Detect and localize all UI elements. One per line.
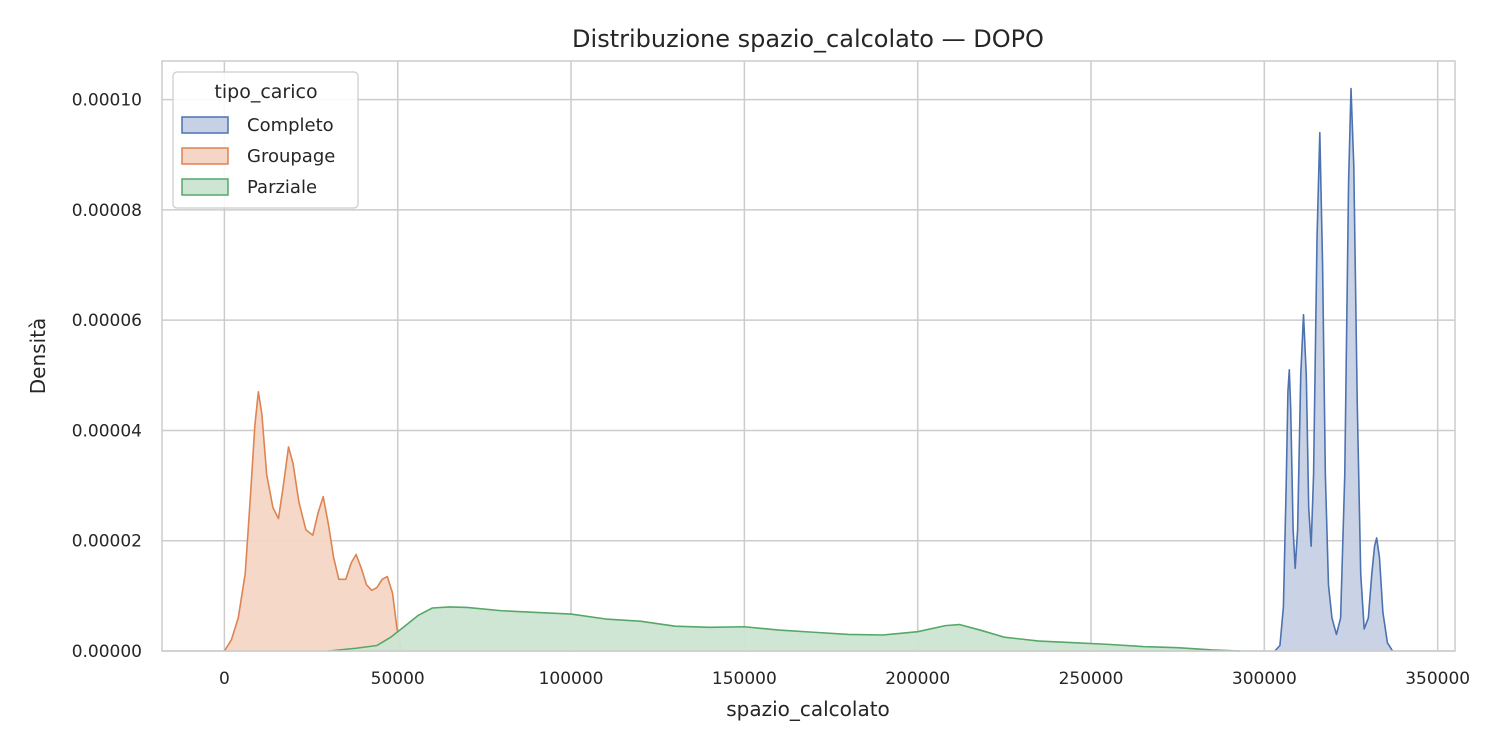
series-line-groupage [223,391,403,652]
legend-box [172,71,359,209]
x-tick-label: 50000 [371,669,425,689]
legend-title: tipo_carico [214,81,317,103]
legend-swatch-completo [181,116,229,134]
legend-swatch-groupage [181,147,229,165]
x-tick-label: 200000 [885,669,950,689]
series-area-parziale [328,606,1241,651]
y-tick-label: 0.00008 [72,201,142,221]
series-layer [223,87,1394,652]
y-tick-label: 0.00000 [72,642,142,662]
legend-label-groupage: Groupage [247,146,335,167]
x-tick-label: 300000 [1232,669,1297,689]
chart-title: Distribuzione spazio_calcolato — DOPO [572,25,1044,53]
x-tick-label: 0 [219,669,230,689]
legend-label-parziale: Parziale [247,177,317,198]
series-line-completo [1274,87,1394,652]
legend: tipo_carico Completo Groupage Parziale [172,71,359,209]
x-tick-label: 150000 [712,669,777,689]
series-line-parziale [328,606,1241,652]
x-axis-label: spazio_calcolato [726,697,890,721]
y-tick-label: 0.00004 [72,421,142,441]
y-tick-label: 0.00002 [72,532,142,552]
legend-label-completo: Completo [247,115,334,136]
x-axis-ticks: 0 50000 100000 150000 200000 250000 300000 3500… [219,669,1470,689]
grid [162,61,1455,652]
series-area-completo [1274,88,1393,651]
y-axis-ticks: 0.00000 0.00002 0.00004 0.00006 0.00008 0.000… [72,91,142,662]
x-tick-label: 350000 [1405,669,1470,689]
plot-frame [161,60,1456,652]
x-tick-label: 100000 [539,669,604,689]
legend-swatch-parziale [181,178,229,196]
y-tick-label: 0.00006 [72,311,142,331]
series-area-groupage [224,391,402,651]
y-axis-label: Densità [26,318,50,394]
y-tick-label: 0.00010 [72,91,142,111]
legend-items: Completo Groupage Parziale [181,115,335,198]
x-tick-label: 250000 [1059,669,1124,689]
